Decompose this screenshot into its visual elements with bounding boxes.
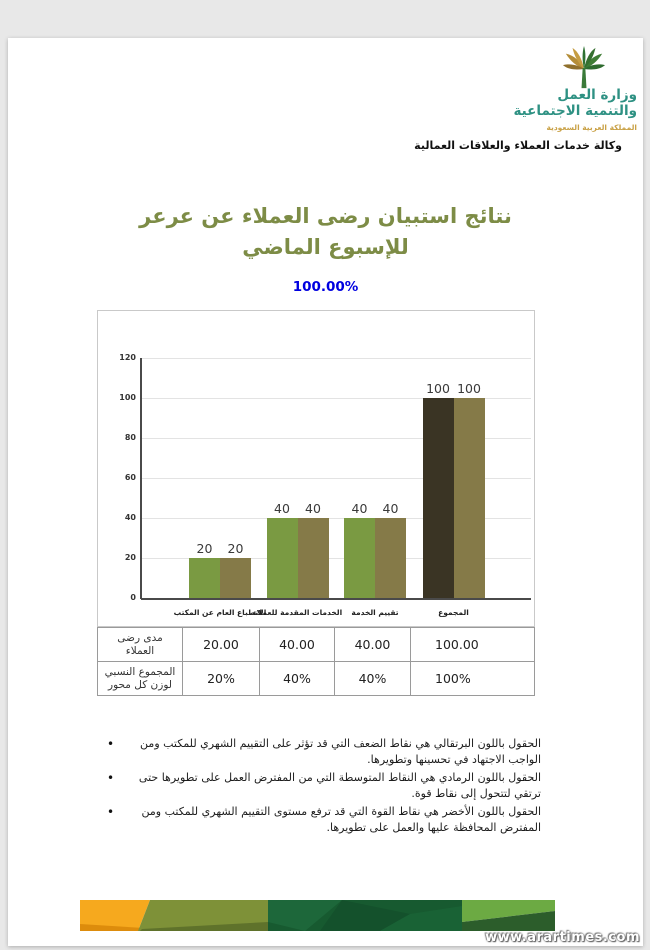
table-cell: 40% — [334, 661, 411, 696]
chart-bar — [453, 398, 485, 598]
table-cell: 100% — [410, 661, 535, 696]
x-axis-category-label: المجموع — [438, 608, 469, 617]
row-label: مدى رضى العملاء — [97, 627, 183, 662]
footer-brand-stripe — [80, 900, 555, 931]
chart-bar — [220, 558, 251, 598]
chart-bar — [375, 518, 406, 598]
bar-value-label: 40 — [351, 501, 368, 516]
bar-value-label: 40 — [305, 501, 321, 516]
y-axis-tick-label: 100 — [119, 393, 136, 402]
palm-tree-logo-icon — [562, 46, 606, 89]
chart-bar — [422, 398, 454, 598]
note-item: • الحقول باللون الأخضر هي نقاط القوة الت… — [107, 804, 541, 835]
ministry-name: وزارة العمل والتنمية الاجتماعية — [457, 87, 637, 119]
country-name: المملكة العربية السعودية — [546, 123, 637, 132]
gridline — [141, 438, 531, 439]
bar-value-label: 40 — [274, 501, 290, 516]
y-axis-tick-label: 80 — [124, 433, 136, 442]
gridline — [141, 398, 531, 399]
document-page: وزارة العمل والتنمية الاجتماعية المملكة … — [8, 38, 643, 946]
gridline — [141, 518, 531, 519]
report-title: نتائج استبيان رضى العملاء عن عرعر للإسبو… — [8, 201, 643, 263]
y-axis-tick-label: 20 — [124, 553, 136, 562]
x-axis-category-label: الانطباع العام عن المكتب — [173, 608, 267, 617]
table-cell: 100.00 — [410, 627, 535, 662]
note-item: • الحقول باللون البرتقالي هي نقاط الضعف … — [107, 736, 541, 767]
table-row-satisfaction: مدى رضى العملاء 20.00 40.00 40.00 100.00 — [97, 627, 535, 662]
legend-notes: • الحقول باللون البرتقالي هي نقاط الضعف … — [107, 736, 541, 838]
bar-value-label: 100 — [426, 381, 450, 396]
x-axis-category-label: الخدمات المقدمة للعملاء — [252, 608, 343, 617]
report-title-line2: للإسبوع الماضي — [242, 235, 409, 259]
y-axis-tick-label: 40 — [124, 513, 136, 522]
bullet-icon: • — [107, 737, 115, 751]
bar-value-label: 20 — [196, 541, 213, 556]
table-cell: 40.00 — [259, 627, 335, 662]
y-axis-line — [140, 358, 142, 599]
table-row-relative-total: المجموع النسبي لوزن كل محور 20% 40% 40% … — [97, 661, 535, 696]
table-cell: 20.00 — [182, 627, 260, 662]
ministry-name-line1: وزارة العمل — [557, 87, 637, 103]
gridline — [141, 478, 531, 479]
x-axis-category-label: تقييم الخدمة — [351, 608, 399, 617]
note-text: الحقول باللون الرمادي هي النقاط المتوسطة… — [138, 771, 541, 800]
results-table: مدى رضى العملاء 20.00 40.00 40.00 100.00… — [97, 627, 535, 696]
row-label: المجموع النسبي لوزن كل محور — [97, 661, 183, 696]
note-text: الحقول باللون البرتقالي هي نقاط الضعف ال… — [140, 737, 541, 766]
chart-bar — [344, 518, 375, 598]
gridline — [141, 558, 531, 559]
report-title-line1: نتائج استبيان رضى العملاء عن عرعر — [139, 204, 512, 228]
gridline — [141, 358, 531, 359]
chart-bar — [189, 558, 220, 598]
overall-score: 100.00% — [292, 279, 359, 295]
ministry-name-line2: والتنمية الاجتماعية — [513, 103, 637, 119]
x-axis-line — [141, 598, 531, 600]
note-item: • الحقول باللون الرمادي هي النقاط المتوس… — [107, 770, 541, 801]
chart-bar — [266, 518, 298, 598]
bar-value-label: 100 — [457, 381, 481, 396]
y-axis-tick-label: 0 — [130, 593, 136, 602]
chart-bar — [297, 518, 329, 598]
bar-value-label: 20 — [227, 541, 244, 556]
y-axis-tick-label: 60 — [124, 473, 136, 482]
note-text: الحقول باللون الأخضر هي نقاط القوة التي … — [141, 805, 541, 834]
table-cell: 40% — [259, 661, 335, 696]
bar-value-label: 40 — [382, 501, 399, 516]
bullet-icon: • — [107, 805, 115, 819]
bar-chart: 0 20 40 60 80 100 120 20 20 الانطباع العام عن الم… — [97, 310, 535, 627]
table-cell: 20% — [182, 661, 260, 696]
agency-name: وكالة خدمات العملاء والعلاقات العمالية — [414, 139, 622, 152]
table-cell: 40.00 — [334, 627, 411, 662]
bullet-icon: • — [107, 771, 115, 785]
site-watermark: www.arartimes.com — [485, 930, 640, 945]
y-axis-tick-label: 120 — [119, 353, 136, 362]
